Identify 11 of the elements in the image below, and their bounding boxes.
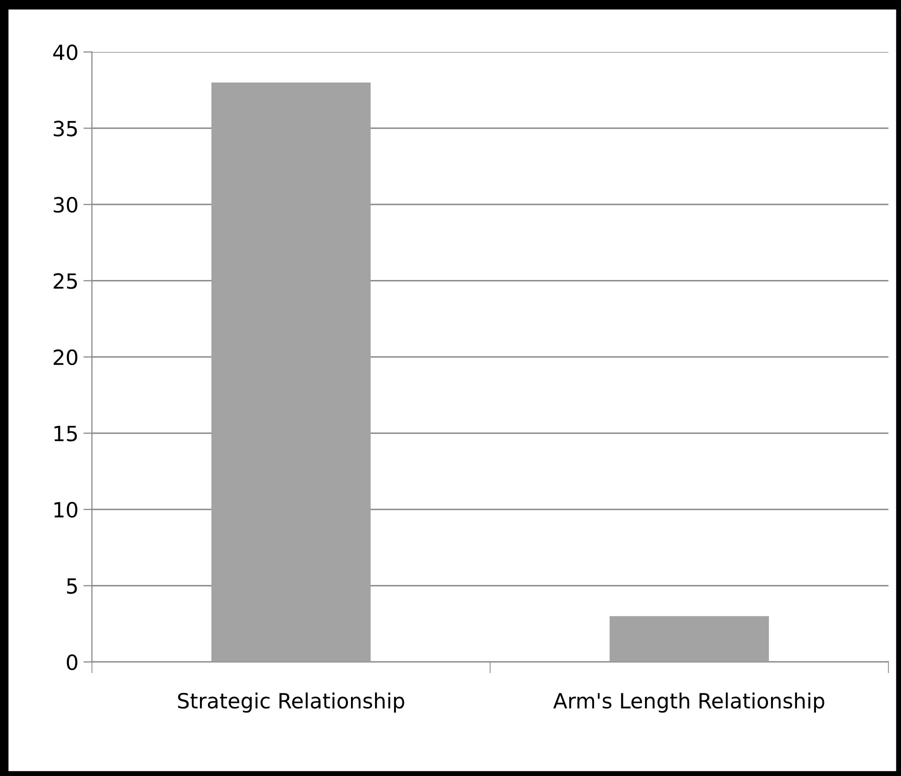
y-tick-label: 0	[66, 654, 78, 670]
x-tick-label: Arm's Length Relationship	[553, 692, 824, 713]
y-tick-label: 5	[67, 578, 77, 594]
y-tick-label: 40	[53, 44, 78, 60]
y-tick-label: 15	[54, 426, 77, 442]
y-tick-label: 20	[54, 349, 78, 366]
y-tick-label: 35	[54, 120, 77, 136]
y-tick-label: 30	[54, 196, 78, 213]
x-tick-label: Strategic Relationship	[178, 692, 404, 713]
y-tick-label: 10	[54, 502, 78, 518]
y-tick-label: 25	[54, 273, 77, 289]
